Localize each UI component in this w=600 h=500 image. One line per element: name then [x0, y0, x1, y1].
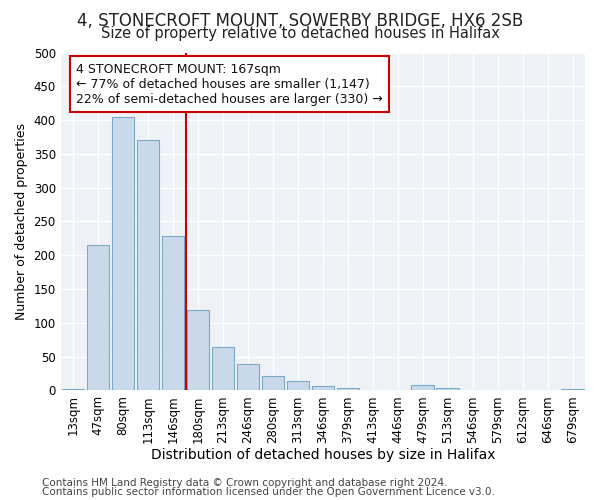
Bar: [262, 376, 284, 390]
Bar: [337, 388, 359, 390]
Bar: [112, 116, 134, 390]
Text: Size of property relative to detached houses in Halifax: Size of property relative to detached ho…: [101, 26, 499, 41]
X-axis label: Distribution of detached houses by size in Halifax: Distribution of detached houses by size …: [151, 448, 495, 462]
Bar: [162, 236, 184, 390]
Bar: [311, 386, 334, 390]
Text: Contains public sector information licensed under the Open Government Licence v3: Contains public sector information licen…: [42, 487, 495, 497]
Bar: [412, 385, 434, 390]
Bar: [62, 389, 85, 390]
Text: Contains HM Land Registry data © Crown copyright and database right 2024.: Contains HM Land Registry data © Crown c…: [42, 478, 448, 488]
Bar: [561, 389, 584, 390]
Bar: [87, 245, 109, 390]
Bar: [436, 388, 459, 390]
Bar: [137, 140, 159, 390]
Bar: [187, 310, 209, 390]
Bar: [287, 381, 309, 390]
Text: 4 STONECROFT MOUNT: 167sqm
← 77% of detached houses are smaller (1,147)
22% of s: 4 STONECROFT MOUNT: 167sqm ← 77% of deta…: [76, 62, 383, 106]
Bar: [212, 346, 234, 391]
Bar: [236, 364, 259, 390]
Text: 4, STONECROFT MOUNT, SOWERBY BRIDGE, HX6 2SB: 4, STONECROFT MOUNT, SOWERBY BRIDGE, HX6…: [77, 12, 523, 30]
Y-axis label: Number of detached properties: Number of detached properties: [15, 123, 28, 320]
